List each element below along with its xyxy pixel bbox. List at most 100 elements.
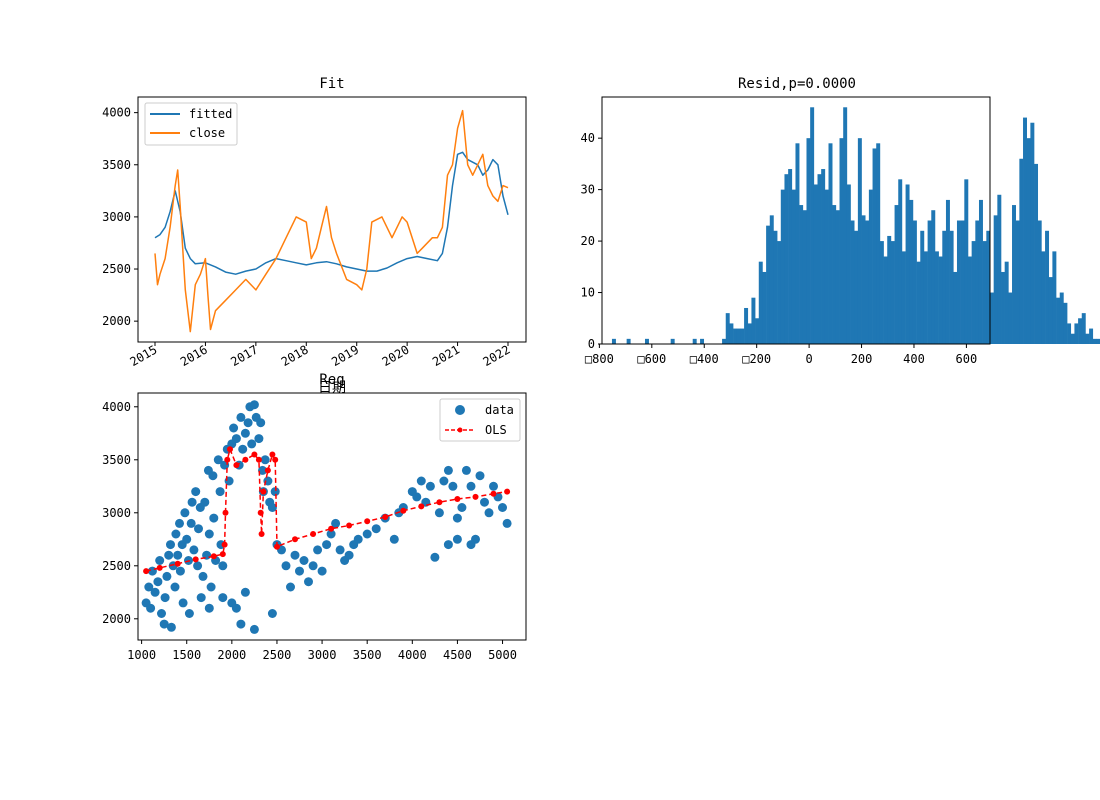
resid-bar bbox=[990, 292, 994, 344]
reg-data-point bbox=[164, 550, 174, 560]
reg-data-point bbox=[484, 508, 494, 518]
resid-xtick-label: 400 bbox=[903, 352, 925, 366]
reg-data-point bbox=[204, 529, 214, 539]
reg-data-point bbox=[206, 582, 216, 592]
resid-ytick-label: 10 bbox=[581, 286, 595, 300]
reg-legend-marker-ols bbox=[457, 427, 463, 433]
reg-title-overlap-text: 日期 bbox=[318, 380, 346, 396]
fit-ytick-label: 2000 bbox=[102, 314, 131, 328]
resid-bar bbox=[722, 338, 727, 344]
reg-xtick-label: 3000 bbox=[308, 648, 337, 662]
reg-data-point bbox=[170, 582, 180, 592]
reg-data-point bbox=[213, 455, 223, 465]
resid-bar bbox=[912, 220, 917, 344]
reg-data-point bbox=[166, 540, 175, 550]
resid-bar bbox=[949, 230, 954, 344]
reg-ols-point bbox=[436, 499, 443, 506]
reg-ols-point bbox=[219, 551, 226, 558]
reg-data-point bbox=[434, 508, 444, 518]
resid-bar bbox=[872, 148, 877, 344]
reg-data-point bbox=[326, 529, 336, 539]
reg-ols-point bbox=[269, 451, 276, 458]
resid-bar bbox=[923, 251, 928, 345]
reg-ols-point bbox=[260, 488, 267, 495]
reg-data-point bbox=[238, 444, 248, 454]
resid-bar bbox=[1045, 230, 1050, 344]
resid-bar bbox=[828, 143, 833, 344]
reg-data-point bbox=[159, 619, 169, 629]
resid-bar bbox=[883, 256, 888, 344]
resid-xtick-label: □200 bbox=[742, 352, 771, 366]
fit-legend: fitted close bbox=[144, 102, 238, 146]
reg-data-point bbox=[236, 619, 246, 629]
reg-data-point bbox=[204, 603, 214, 613]
reg-ytick-label: 4000 bbox=[102, 400, 131, 414]
reg-data-point bbox=[247, 439, 257, 449]
reg-legend-marker-data bbox=[455, 405, 465, 415]
resid-plot-area: 0 10 20 30 40 □800 □600 □400 □200 0 200 400 600 bbox=[581, 107, 1100, 366]
resid-bar bbox=[986, 230, 991, 344]
reg-ols-point bbox=[251, 451, 258, 458]
reg-data-point bbox=[200, 497, 210, 507]
fit-axes-frame bbox=[137, 96, 527, 343]
fit-series-line-close bbox=[154, 109, 509, 333]
reg-data-point bbox=[178, 598, 188, 608]
reg-xtick-label: 2500 bbox=[263, 648, 292, 662]
resid-bar bbox=[846, 184, 851, 344]
reg-data-point bbox=[416, 476, 426, 486]
reg-legend: data OLS bbox=[439, 398, 521, 442]
resid-bar bbox=[927, 220, 932, 344]
reg-data-point bbox=[362, 529, 372, 539]
reg-ols-point bbox=[210, 553, 217, 560]
reg-data-point bbox=[150, 587, 160, 597]
resid-title: Resid,p=0.0000 bbox=[738, 76, 856, 92]
resid-bar bbox=[857, 138, 862, 344]
reg-data-point bbox=[475, 471, 485, 481]
reg-xtick-label: 4500 bbox=[443, 648, 472, 662]
resid-bar bbox=[725, 313, 730, 345]
reg-data-point bbox=[439, 476, 449, 486]
resid-bar bbox=[1085, 333, 1090, 344]
reg-ols-point bbox=[233, 462, 240, 469]
resid-bar bbox=[744, 307, 749, 344]
reg-data-point bbox=[353, 534, 363, 544]
reg-data-point bbox=[196, 593, 206, 603]
reg-data-point bbox=[267, 609, 277, 618]
reg-data-point bbox=[295, 566, 304, 576]
reg-data-point bbox=[256, 418, 266, 428]
reg-data-point bbox=[166, 622, 176, 632]
resid-bar bbox=[909, 199, 914, 344]
resid-bar bbox=[861, 215, 866, 344]
resid-bar bbox=[766, 225, 771, 344]
reg-data-point bbox=[231, 603, 241, 613]
resid-ytick-label: 20 bbox=[581, 234, 595, 248]
resid-ytick-label: 0 bbox=[588, 337, 595, 351]
reg-ols-point bbox=[454, 496, 461, 502]
reg-data-point bbox=[480, 497, 489, 507]
resid-bar bbox=[1008, 292, 1013, 344]
reg-ytick-label: 3500 bbox=[102, 453, 131, 467]
resid-bar bbox=[824, 189, 829, 345]
resid-bar bbox=[1070, 333, 1075, 344]
reg-xtick-label: 2000 bbox=[217, 648, 246, 662]
reg-ols-point bbox=[364, 518, 371, 525]
fit-ytick-label: 4000 bbox=[102, 106, 131, 120]
resid-bar bbox=[1012, 205, 1016, 344]
reg-data-point bbox=[218, 593, 228, 603]
resid-bar bbox=[835, 210, 840, 344]
reg-ytick-label: 3000 bbox=[102, 506, 131, 520]
resid-bar bbox=[960, 220, 965, 344]
reg-data-point bbox=[290, 550, 300, 560]
reg-data-point bbox=[281, 561, 291, 571]
reg-data-point bbox=[267, 503, 277, 512]
resid-bar bbox=[978, 199, 983, 344]
reg-data-point bbox=[198, 571, 208, 581]
resid-bar bbox=[611, 338, 616, 344]
reg-data-point bbox=[187, 497, 197, 507]
reg-data-point bbox=[162, 571, 172, 581]
resid-bar bbox=[802, 210, 807, 344]
reg-data-point bbox=[236, 412, 246, 422]
resid-bar bbox=[736, 328, 741, 344]
resid-bar bbox=[901, 251, 906, 345]
